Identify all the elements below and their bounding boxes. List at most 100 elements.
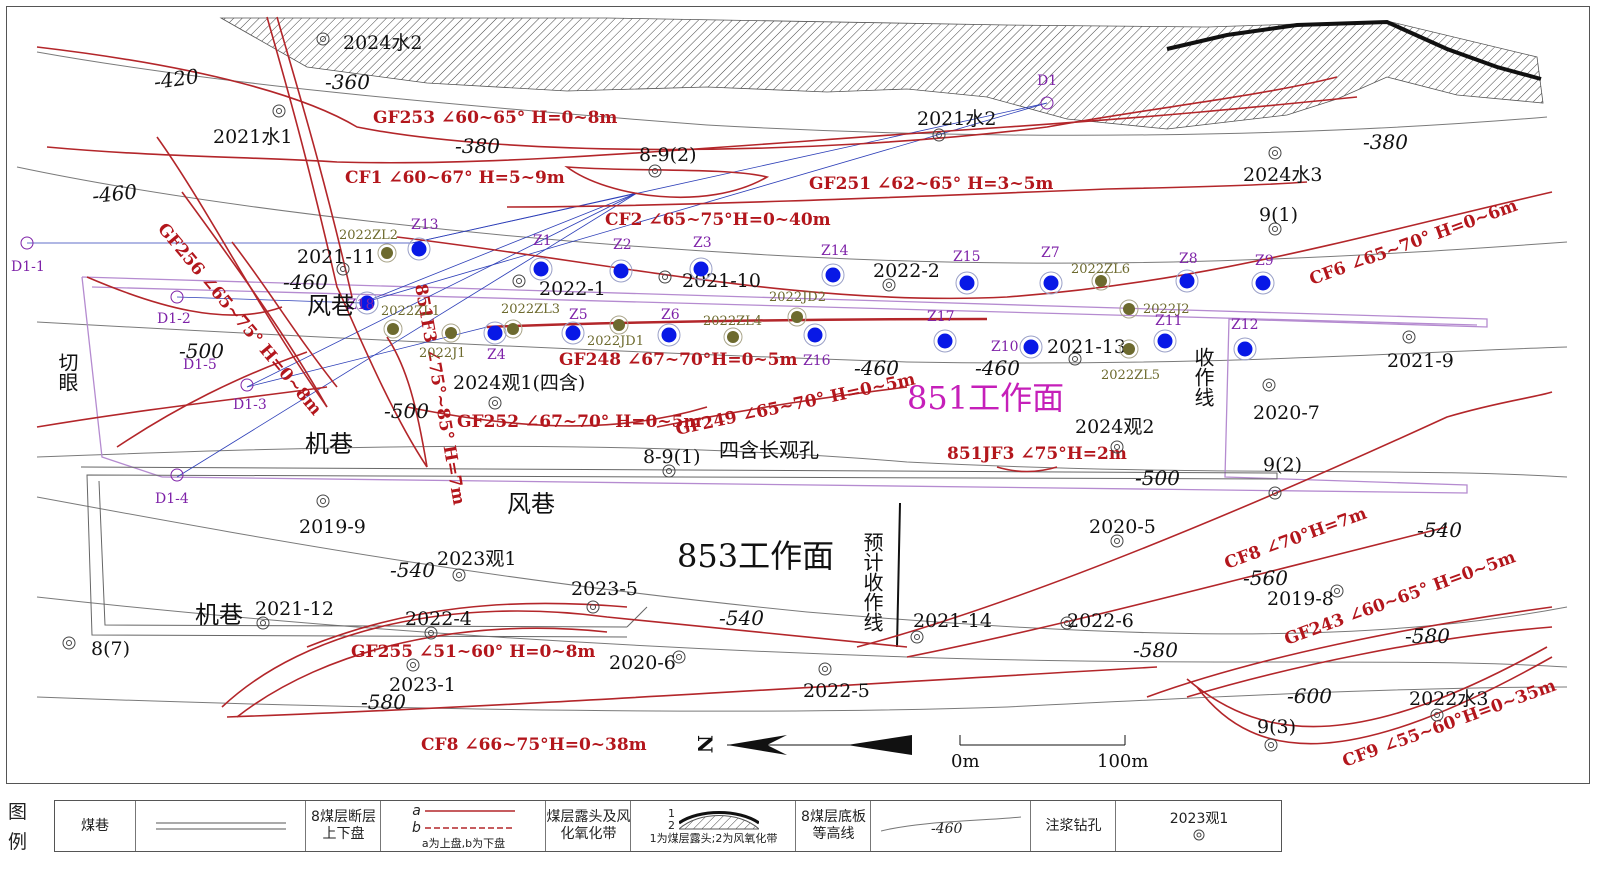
- borehole-marker: [672, 650, 686, 664]
- grout-hole-label: Z1: [533, 233, 552, 249]
- borehole-marker: [882, 278, 896, 292]
- survey-point-marker: [170, 290, 184, 304]
- borehole-label: 2022-4: [405, 608, 472, 630]
- legend-borehole-symbol: 2023观1: [1115, 801, 1282, 851]
- contour-label: -500: [1135, 466, 1180, 490]
- fault-label: CF2 ∠65~75°H=0~40m: [605, 210, 831, 230]
- borehole-marker-inner: [936, 132, 942, 138]
- grout-hole-ring: [1039, 271, 1063, 295]
- grout-hole-label: Z3: [693, 235, 712, 251]
- borehole-label: 2020-7: [1253, 402, 1320, 424]
- legend-outcrop-2: 2: [668, 818, 675, 832]
- borehole-marker-inner: [1272, 490, 1278, 496]
- grout-hole-marker: [1237, 341, 1253, 357]
- borehole-marker-inner: [666, 468, 672, 474]
- label-cut-eye: 切眼: [55, 352, 79, 392]
- borehole-label: 2021水2: [917, 108, 996, 130]
- grout-hole-label: Z11: [1155, 313, 1183, 329]
- grout-hole-label: Z2: [613, 237, 632, 253]
- label-851-face: 851工作面: [907, 379, 1064, 417]
- borehole-marker-inner: [662, 274, 668, 280]
- borehole-marker: [586, 600, 600, 614]
- grout-hole-label: Z18: [347, 297, 375, 313]
- borehole-label: 2022-5: [803, 680, 870, 702]
- borehole-label: 2022-1: [539, 278, 606, 300]
- olive-hole-label: 2022J1: [419, 346, 466, 361]
- olive-hole-marker: [1123, 343, 1135, 355]
- survey-point-marker: [170, 468, 184, 482]
- legend-fault-a: a: [412, 802, 421, 819]
- label-853-haulage: 机巷: [195, 601, 243, 629]
- survey-point-marker: [1040, 96, 1054, 110]
- grout-hole-marker: [825, 267, 841, 283]
- grout-hole-marker: [959, 275, 975, 291]
- grout-hole-label: Z9: [1255, 253, 1274, 269]
- grout-hole-ring: [689, 257, 713, 281]
- legend-fault-label: 8煤层断层上下盘: [305, 801, 381, 851]
- legend-fault-symbol: a b a为上盘,b为下盘: [380, 801, 546, 851]
- grout-hole-ring: [407, 237, 431, 261]
- contour-label: -460: [283, 270, 328, 294]
- borehole-marker: [316, 32, 330, 46]
- roadways-853: [80, 466, 1278, 638]
- contour-label: -380: [1363, 130, 1408, 154]
- borehole-label: 2024观2: [1075, 416, 1154, 438]
- grout-hole-ring: [657, 323, 681, 347]
- olive-hole-ring: [503, 319, 523, 339]
- borehole-marker: [424, 626, 438, 640]
- borehole-marker-inner: [590, 604, 596, 610]
- grout-hole-ring: [955, 271, 979, 295]
- legend-borehole-sample: 2023观1: [1169, 810, 1229, 827]
- borehole-marker-inner: [1072, 356, 1078, 362]
- borehole-marker: [1060, 616, 1074, 630]
- olive-hole-ring: [787, 307, 807, 327]
- olive-hole-marker: [1123, 303, 1135, 315]
- fault-label: CF1 ∠60~67° H=5~9m: [345, 168, 565, 188]
- borehole-marker-inner: [516, 278, 522, 284]
- legend-contour-sample: -460: [931, 821, 963, 837]
- olive-hole-label: 2022ZL6: [1071, 262, 1130, 277]
- olive-hole-label: 2022J2: [1143, 302, 1190, 317]
- olive-hole-ring: [383, 319, 403, 339]
- legend-grout-label: 注浆钻孔: [1030, 801, 1116, 851]
- grout-hole-marker: [1179, 273, 1195, 289]
- grout-hole-label: Z15: [953, 249, 981, 265]
- borehole-marker: [910, 630, 924, 644]
- legend-outcrop-symbol: 1 2 1为煤层露头;2为风氧化带: [630, 801, 796, 851]
- olive-hole-label: 2022ZL4: [703, 314, 762, 329]
- borehole-marker-inner: [492, 400, 498, 406]
- contour-label: -580: [1133, 638, 1178, 662]
- fault-label: 851JF3 ∠75°H=2m: [947, 444, 1127, 464]
- grout-hole-ring: [1019, 335, 1043, 359]
- borehole-marker-inner: [456, 572, 462, 578]
- borehole-label: 2021-14: [913, 610, 992, 632]
- borehole-label: 2022水3: [1409, 688, 1488, 710]
- borehole-marker: [1110, 440, 1124, 454]
- grout-hole-label: Z12: [1231, 317, 1259, 333]
- legend-contour-symbol: -460: [870, 801, 1031, 851]
- fault-label: GF249 ∠65~70° H=0~5m: [674, 370, 917, 440]
- borehole-marker: [1262, 378, 1276, 392]
- olive-hole-marker: [727, 331, 739, 343]
- grout-hole-marker: [1043, 275, 1059, 291]
- contour-label: -380: [455, 134, 500, 158]
- grout-hole-marker: [693, 261, 709, 277]
- legend-fault-b: b: [412, 819, 421, 836]
- legend-outcrop-1: 1: [668, 806, 675, 820]
- borehole-marker-inner: [1272, 226, 1278, 232]
- north-arrow: [727, 735, 912, 755]
- grout-hole-marker: [411, 241, 427, 257]
- grout-hole-label: Z10: [991, 339, 1019, 355]
- grout-hole-marker: [937, 333, 953, 349]
- borehole-label: 2021-11: [297, 246, 376, 268]
- borehole-label: 8-9(1): [643, 446, 701, 468]
- borehole-marker: [488, 396, 502, 410]
- olive-hole-marker: [613, 319, 625, 331]
- borehole-marker: [512, 274, 526, 288]
- planned-stop-line: [896, 502, 901, 648]
- grout-hole-label: Z17: [927, 309, 955, 325]
- borehole-label: 9(1): [1259, 204, 1298, 226]
- grout-hole-marker: [487, 325, 503, 341]
- olive-hole-marker: [445, 327, 457, 339]
- area-labels: 风巷 切眼 机巷 851工作面 收作线 四含长观孔 风巷 853工作面 预计收作…: [55, 292, 1215, 772]
